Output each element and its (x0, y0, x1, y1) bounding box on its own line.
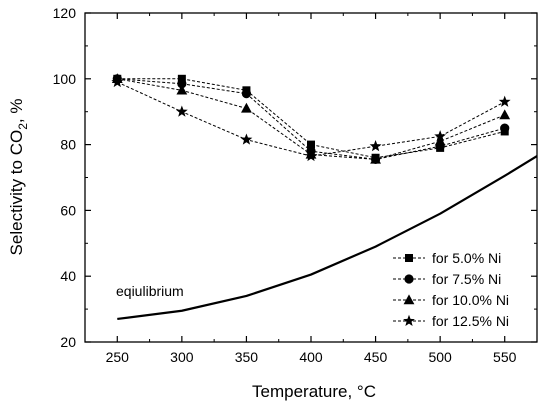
data-point (499, 109, 511, 120)
x-tick-label: 500 (428, 349, 452, 365)
equilibrium-layer (117, 155, 538, 321)
x-tick-label: 450 (364, 349, 388, 365)
data-point (307, 140, 315, 149)
legend-marker (403, 314, 415, 327)
y-tick-label: 20 (60, 334, 76, 350)
y-tick-label: 60 (60, 202, 76, 218)
x-tick-label: 300 (170, 349, 194, 365)
data-point (240, 133, 253, 145)
legend-item: for 5.0% Ni (393, 250, 501, 266)
x-tick-label: 400 (299, 349, 323, 365)
legend-item: for 12.5% Ni (393, 313, 509, 329)
x-tick-label: 250 (106, 349, 130, 365)
data-point (111, 75, 124, 88)
data-point (370, 153, 381, 164)
data-point (305, 149, 317, 162)
axes-layer: 250 300 350 400 450 500 550 20 40 60 80 100 120 (53, 5, 538, 365)
equilibrium-line (117, 155, 538, 321)
data-point (176, 84, 188, 95)
y-tick-label: 80 (60, 137, 76, 153)
data-point (369, 140, 382, 152)
legend-marker (404, 274, 414, 284)
legend: for 5.0% Ni for 7.5% Ni for 10.0% Ni for 12… (393, 250, 509, 329)
data-point (241, 102, 252, 113)
data-point (177, 74, 186, 83)
series-layer (111, 73, 511, 165)
data-point (241, 89, 252, 99)
y-axis-label: Selectivity to CO2, % (7, 99, 30, 256)
legend-marker (405, 254, 413, 262)
data-point (177, 79, 187, 89)
data-point (175, 105, 188, 117)
x-tick-label: 350 (235, 349, 259, 365)
data-point (498, 95, 511, 107)
legend-label: for 5.0% Ni (432, 250, 501, 266)
legend-label: for 10.0% Ni (432, 292, 509, 308)
legend-item: for 7.5% Ni (393, 271, 501, 287)
legend-marker (403, 294, 415, 305)
y-tick-label: 120 (53, 5, 77, 21)
equilibrium-label: eqiulibrium (116, 283, 184, 299)
legend-item: for 10.0% Ni (393, 292, 509, 308)
y-tick-label: 100 (53, 71, 77, 87)
x-tick-label: 550 (493, 349, 517, 365)
data-point (434, 135, 446, 146)
legend-label: for 7.5% Ni (432, 271, 501, 287)
data-point (500, 123, 510, 133)
series-star (111, 75, 511, 162)
data-point (434, 130, 447, 142)
x-axis-label: Temperature, °C (252, 382, 376, 401)
y-tick-label: 40 (60, 268, 76, 284)
legend-label: for 12.5% Ni (432, 313, 509, 329)
